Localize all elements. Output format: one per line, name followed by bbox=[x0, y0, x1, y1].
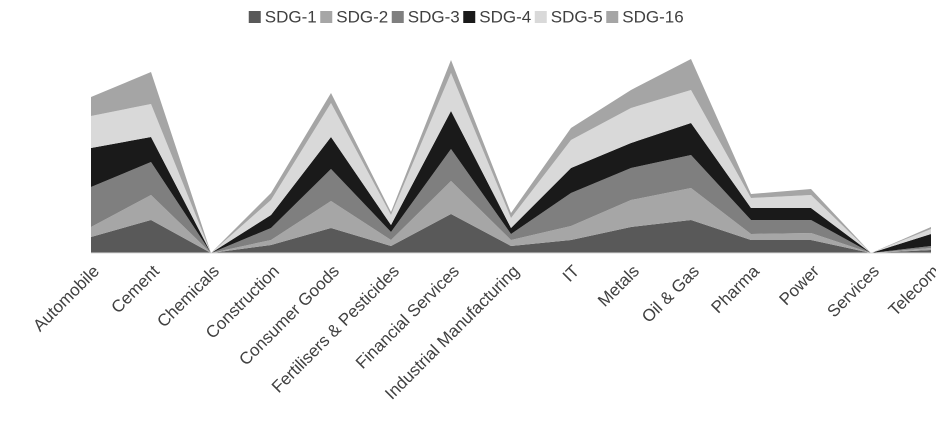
legend-label: SDG-1 bbox=[265, 7, 317, 26]
x-tick-label: Financial Services bbox=[352, 262, 463, 373]
area bbox=[91, 214, 931, 253]
x-tick-label: Cement bbox=[107, 261, 163, 317]
area bbox=[91, 181, 931, 253]
area bbox=[91, 73, 931, 253]
x-tick-label: Consumer Goods bbox=[235, 262, 343, 370]
x-tick-label: Pharma bbox=[707, 261, 763, 317]
legend-label: SDG-2 bbox=[336, 7, 388, 26]
x-tick-label: Oil & Gas bbox=[638, 262, 703, 327]
x-tick-label: Power bbox=[775, 261, 823, 309]
x-tick-label: Metals bbox=[594, 262, 643, 311]
x-tick-label: Automobile bbox=[29, 262, 103, 336]
legend-swatch bbox=[463, 11, 476, 23]
x-axis: Automobile CementChemicalsConstructionCon… bbox=[29, 261, 936, 403]
x-tick-label: IT bbox=[559, 262, 583, 286]
legend-swatch bbox=[320, 11, 333, 23]
legend-swatch bbox=[606, 11, 619, 23]
legend-swatch bbox=[391, 11, 404, 23]
area bbox=[91, 149, 931, 253]
legend-label: SDG-5 bbox=[551, 7, 603, 26]
x-tick-label: Services bbox=[823, 262, 883, 322]
legend-label: SDG-4 bbox=[479, 7, 531, 26]
area bbox=[91, 111, 931, 253]
x-tick-label: Telecom bbox=[885, 262, 936, 320]
legend-swatch bbox=[248, 11, 261, 23]
legend: SDG-1 SDG-2 SDG-3 SDG-4 SDG-5 SDG-16 bbox=[248, 7, 684, 26]
plot-area bbox=[91, 59, 931, 254]
area bbox=[91, 59, 931, 253]
legend-label: SDG-3 bbox=[408, 7, 460, 26]
legend-swatch bbox=[534, 11, 547, 23]
legend-label: SDG-16 bbox=[622, 7, 683, 26]
